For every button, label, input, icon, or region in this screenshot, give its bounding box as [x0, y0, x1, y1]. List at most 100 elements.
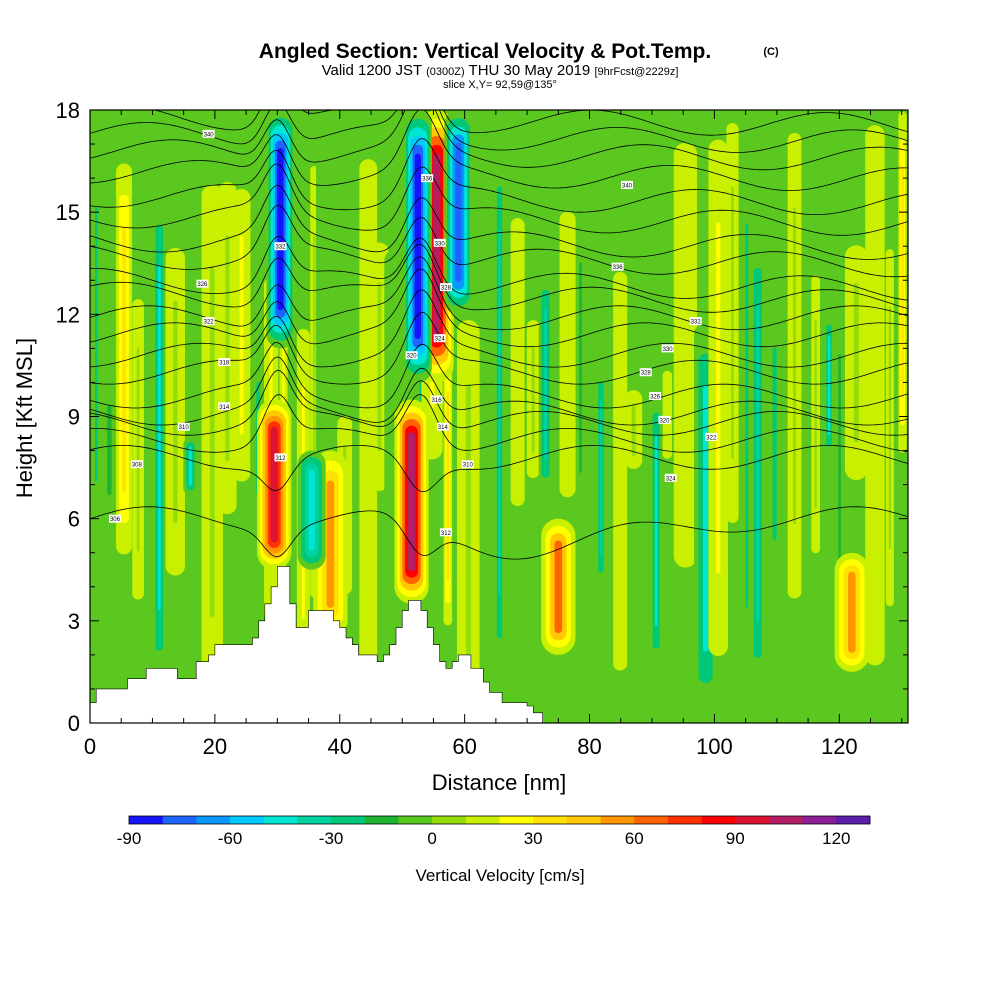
colorbar-tick-label: 0 [427, 829, 436, 848]
colorbar-swatch [499, 816, 534, 824]
contour-label: 324 [666, 476, 677, 482]
colorbar-swatch [196, 816, 231, 824]
updraft-core [554, 540, 563, 634]
contour-label-bg [433, 238, 446, 247]
x-tick-label: 20 [203, 734, 227, 759]
y-tick-label: 9 [68, 405, 80, 430]
velocity-band [565, 257, 570, 452]
velocity-band [703, 385, 709, 652]
contour-label-bg [430, 395, 443, 404]
velocity-band [239, 235, 244, 435]
velocity-band [486, 436, 490, 595]
colorbar: -90 -60 -30 0 30 60 90 120 [117, 815, 871, 848]
contour-label-bg [611, 262, 624, 271]
plot-area: 306 308 310 314 318 322 326 332 340 312 312 310 314 3… [90, 110, 908, 723]
colorbar-tick-label: -60 [218, 829, 243, 848]
x-tick-label: 80 [577, 734, 601, 759]
contour-label: 340 [622, 183, 633, 189]
velocity-band [465, 383, 471, 656]
isentrope-line [90, 394, 908, 453]
x-tick-label: 100 [696, 734, 733, 759]
chart-title: Angled Section: Vertical Velocity & Pot.… [259, 40, 711, 63]
colorbar-swatch [802, 816, 837, 824]
x-axis: 0 20 40 60 80 100 120 [84, 110, 903, 759]
colorbar-swatch [364, 816, 399, 824]
isentrope-line [153, 110, 908, 136]
colorbar-frame [128, 815, 871, 825]
velocity-band [901, 166, 904, 399]
colorbar-swatch [701, 816, 736, 824]
contour-label: 336 [613, 265, 624, 271]
isentrope-line [90, 289, 908, 368]
velocity-band [136, 347, 140, 552]
contour-label-bg [621, 180, 634, 189]
contour-label: 310 [179, 425, 190, 431]
isentrope-line [90, 138, 908, 215]
updraft-core [326, 480, 335, 608]
x-tick-label: 0 [84, 734, 96, 759]
contour-label: 310 [463, 463, 474, 469]
contour-label-bg [664, 473, 677, 482]
y-tick-label: 0 [68, 711, 80, 736]
velocity-band [107, 405, 112, 495]
velocity-band [731, 186, 734, 459]
isentrope-line [90, 369, 908, 436]
velocity-band [225, 235, 230, 462]
contour-label-bg [461, 460, 474, 469]
velocity-band [618, 335, 622, 607]
colorbar-swatch [465, 816, 500, 824]
isentrope-line [90, 163, 908, 236]
contour-label: 320 [407, 354, 418, 360]
colorbar-swatch [162, 816, 197, 824]
contour-label: 340 [204, 132, 215, 138]
colorbar-swatch [533, 816, 568, 824]
velocity-band [188, 446, 192, 486]
velocity-band [716, 222, 721, 574]
velocity-band [209, 267, 215, 618]
y-axis-label: Height [Kft MSL] [12, 338, 37, 498]
contour-label: 322 [204, 320, 215, 326]
velocity-band [173, 300, 178, 524]
contour-label: 328 [641, 371, 652, 377]
contour-label: 308 [132, 463, 143, 469]
colorbar-swatch [398, 816, 433, 824]
velocity-band [599, 400, 603, 555]
velocity-band [853, 282, 859, 443]
contour-label: 330 [663, 347, 674, 353]
contour-label: 312 [275, 456, 286, 462]
x-tick-label: 40 [328, 734, 352, 759]
velocity-band [498, 229, 501, 596]
colorbar-swatch [263, 816, 298, 824]
y-tick-label: 3 [68, 609, 80, 634]
y-axis: 0 3 6 9 12 15 18 [56, 98, 908, 736]
contour-label: 312 [441, 531, 452, 537]
contour-label: 314 [438, 425, 449, 431]
colorbar-tick-label: 120 [822, 829, 850, 848]
contour-label: 318 [219, 361, 230, 367]
updraft-core [407, 432, 416, 572]
colorbar-tick-label: -30 [319, 829, 344, 848]
contour-label-bg [436, 422, 449, 431]
subtitle-valid: Valid 1200 JST [322, 62, 422, 79]
contour-label-bg [218, 402, 231, 411]
velocity-band [827, 336, 831, 436]
isentrope-line [90, 356, 908, 426]
contour-label: 330 [435, 241, 446, 247]
velocity-band [872, 211, 878, 580]
downdraft-core [308, 469, 315, 551]
velocity-band [654, 434, 658, 627]
updraft-core [848, 571, 856, 653]
colorbar-swatch [634, 816, 669, 824]
velocity-field [91, 110, 907, 720]
velocity-band [544, 307, 548, 460]
colorbar-swatch [735, 816, 770, 824]
velocity-band [157, 265, 161, 610]
contour-label: 324 [435, 337, 446, 343]
velocity-band [95, 207, 98, 482]
colorbar-swatch [836, 816, 871, 824]
isentrope-line [90, 256, 908, 331]
contour-label: 322 [706, 435, 717, 441]
x-axis-label: Distance [nm] [432, 770, 567, 795]
contour-label-bg [421, 174, 434, 183]
